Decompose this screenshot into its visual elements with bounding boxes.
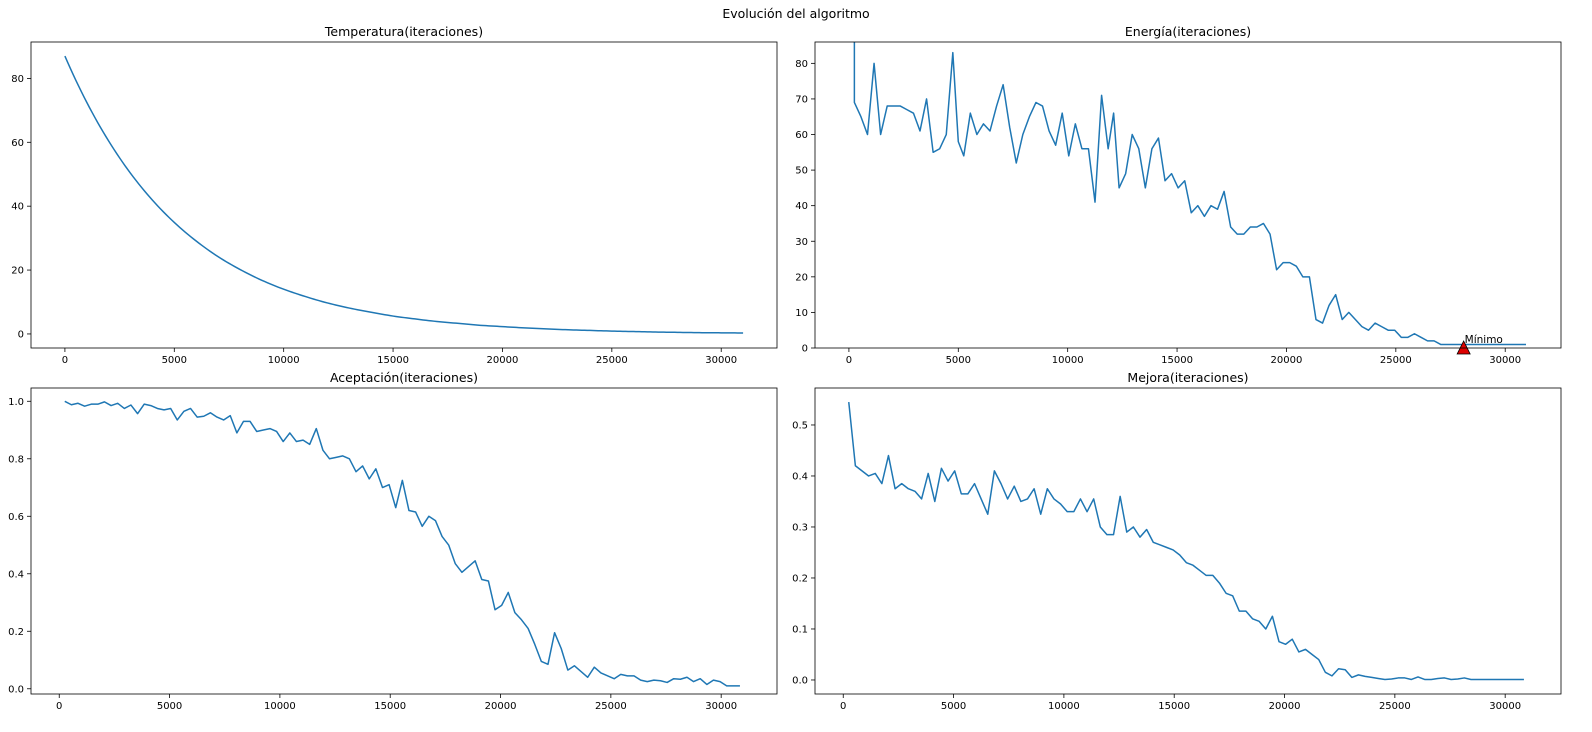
energia-ytick-label: 80 <box>795 59 808 70</box>
mejora-xtick-label: 15000 <box>1158 701 1190 712</box>
energia-ytick-label: 0 <box>802 344 808 355</box>
energia-axes: Energía(iteraciones) Mínimo 0 5000 10000 1500… <box>795 24 1562 366</box>
aceptacion-title: Aceptación(iteraciones) <box>330 370 478 385</box>
mejora-ytick-label: 0.5 <box>792 420 808 431</box>
aceptacion-ytick-label: 0.6 <box>8 512 24 523</box>
temperatura-ytick-label: 20 <box>11 266 24 277</box>
aceptacion-xtick-label: 25000 <box>595 701 627 712</box>
temperatura-ytick-label: 80 <box>11 74 24 85</box>
aceptacion-xtick-label: 5000 <box>157 701 182 712</box>
mejora-frame <box>814 387 1562 695</box>
aceptacion-axes: Aceptación(iteraciones) 0 5000 10000 15000 20… <box>8 370 778 712</box>
energia-xtick-label: 5000 <box>946 355 971 366</box>
aceptacion-xtick-label: 30000 <box>705 701 737 712</box>
temperatura-axes: Temperatura(iteraciones) 0 5000 10000 15000 2… <box>11 24 778 366</box>
mejora-xtick-label: 10000 <box>1048 701 1080 712</box>
energia-ytick-label: 30 <box>795 237 808 248</box>
mejora-xtick-label: 25000 <box>1379 701 1411 712</box>
temperatura-frame <box>30 41 778 349</box>
aceptacion-xtick-label: 10000 <box>264 701 296 712</box>
temperatura-ytick-label: 60 <box>11 138 24 149</box>
energia-xtick-label: 30000 <box>1489 355 1521 366</box>
aceptacion-ytick-label: 0.2 <box>8 627 24 638</box>
temperatura-ytick-label: 0 <box>18 329 24 340</box>
mejora-xtick-label: 5000 <box>941 701 966 712</box>
temperatura-xtick-label: 25000 <box>596 355 628 366</box>
temperatura-xtick-label: 30000 <box>705 355 737 366</box>
aceptacion-series-line <box>64 400 740 687</box>
temperatura-xtick-label: 15000 <box>377 355 409 366</box>
mejora-xtick-label: 20000 <box>1269 701 1301 712</box>
aceptacion-xtick-label: 20000 <box>485 701 517 712</box>
temperatura-series-line <box>64 55 744 334</box>
figure-title: Evolución del algoritmo <box>722 6 869 21</box>
aceptacion-ytick-label: 1.0 <box>8 397 24 408</box>
aceptacion-ytick-label: 0.8 <box>8 454 24 465</box>
mejora-title: Mejora(iteraciones) <box>1127 370 1248 385</box>
mejora-ytick-label: 0.4 <box>792 471 808 482</box>
mejora-ytick-label: 0.2 <box>792 573 808 584</box>
energia-xtick-label: 10000 <box>1052 355 1084 366</box>
temperatura-xtick-label: 10000 <box>268 355 300 366</box>
aceptacion-ytick-label: 0.4 <box>8 569 24 580</box>
aceptacion-xtick-label: 0 <box>56 701 62 712</box>
subplots-grid: Temperatura(iteraciones)0 5000 10000 15000 2… <box>8 24 1562 712</box>
mejora-axes: Mejora(iteraciones) 0 5000 10000 15000 20000 2… <box>792 370 1562 712</box>
energia-ytick-label: 20 <box>795 272 808 283</box>
temperatura-title: Temperatura(iteraciones) <box>324 24 483 39</box>
aceptacion-xtick-label: 15000 <box>374 701 406 712</box>
energia-minimum-marker <box>1456 340 1471 355</box>
energia-frame <box>814 41 1562 349</box>
energia-series-line <box>853 42 1526 346</box>
mejora-ytick-label: 0.0 <box>792 675 808 686</box>
mejora-xtick-label: 30000 <box>1489 701 1521 712</box>
energia-annotation-label: Mínimo <box>1465 334 1503 346</box>
mejora-ytick-label: 0.3 <box>792 522 808 533</box>
temperatura-xtick-label: 20000 <box>487 355 519 366</box>
energia-xtick-label: 0 <box>846 355 852 366</box>
energia-xtick-label: 25000 <box>1380 355 1412 366</box>
aceptacion-frame <box>30 387 778 695</box>
energia-xtick-label: 15000 <box>1161 355 1193 366</box>
energia-ytick-label: 40 <box>795 201 808 212</box>
mejora-series-line <box>848 401 1524 681</box>
aceptacion-ytick-label: 0.0 <box>8 684 24 695</box>
energia-xtick-label: 20000 <box>1271 355 1303 366</box>
temperatura-xtick-label: 5000 <box>162 355 187 366</box>
energia-ytick-label: 50 <box>795 166 808 177</box>
temperatura-ytick-label: 40 <box>11 202 24 213</box>
energia-ytick-label: 10 <box>795 308 808 319</box>
energia-title: Energía(iteraciones) <box>1125 24 1251 39</box>
mejora-ytick-label: 0.1 <box>792 624 808 635</box>
energia-ytick-label: 60 <box>795 130 808 141</box>
energia-ytick-label: 70 <box>795 94 808 105</box>
mejora-xtick-label: 0 <box>840 701 846 712</box>
temperatura-xtick-label: 0 <box>62 355 68 366</box>
